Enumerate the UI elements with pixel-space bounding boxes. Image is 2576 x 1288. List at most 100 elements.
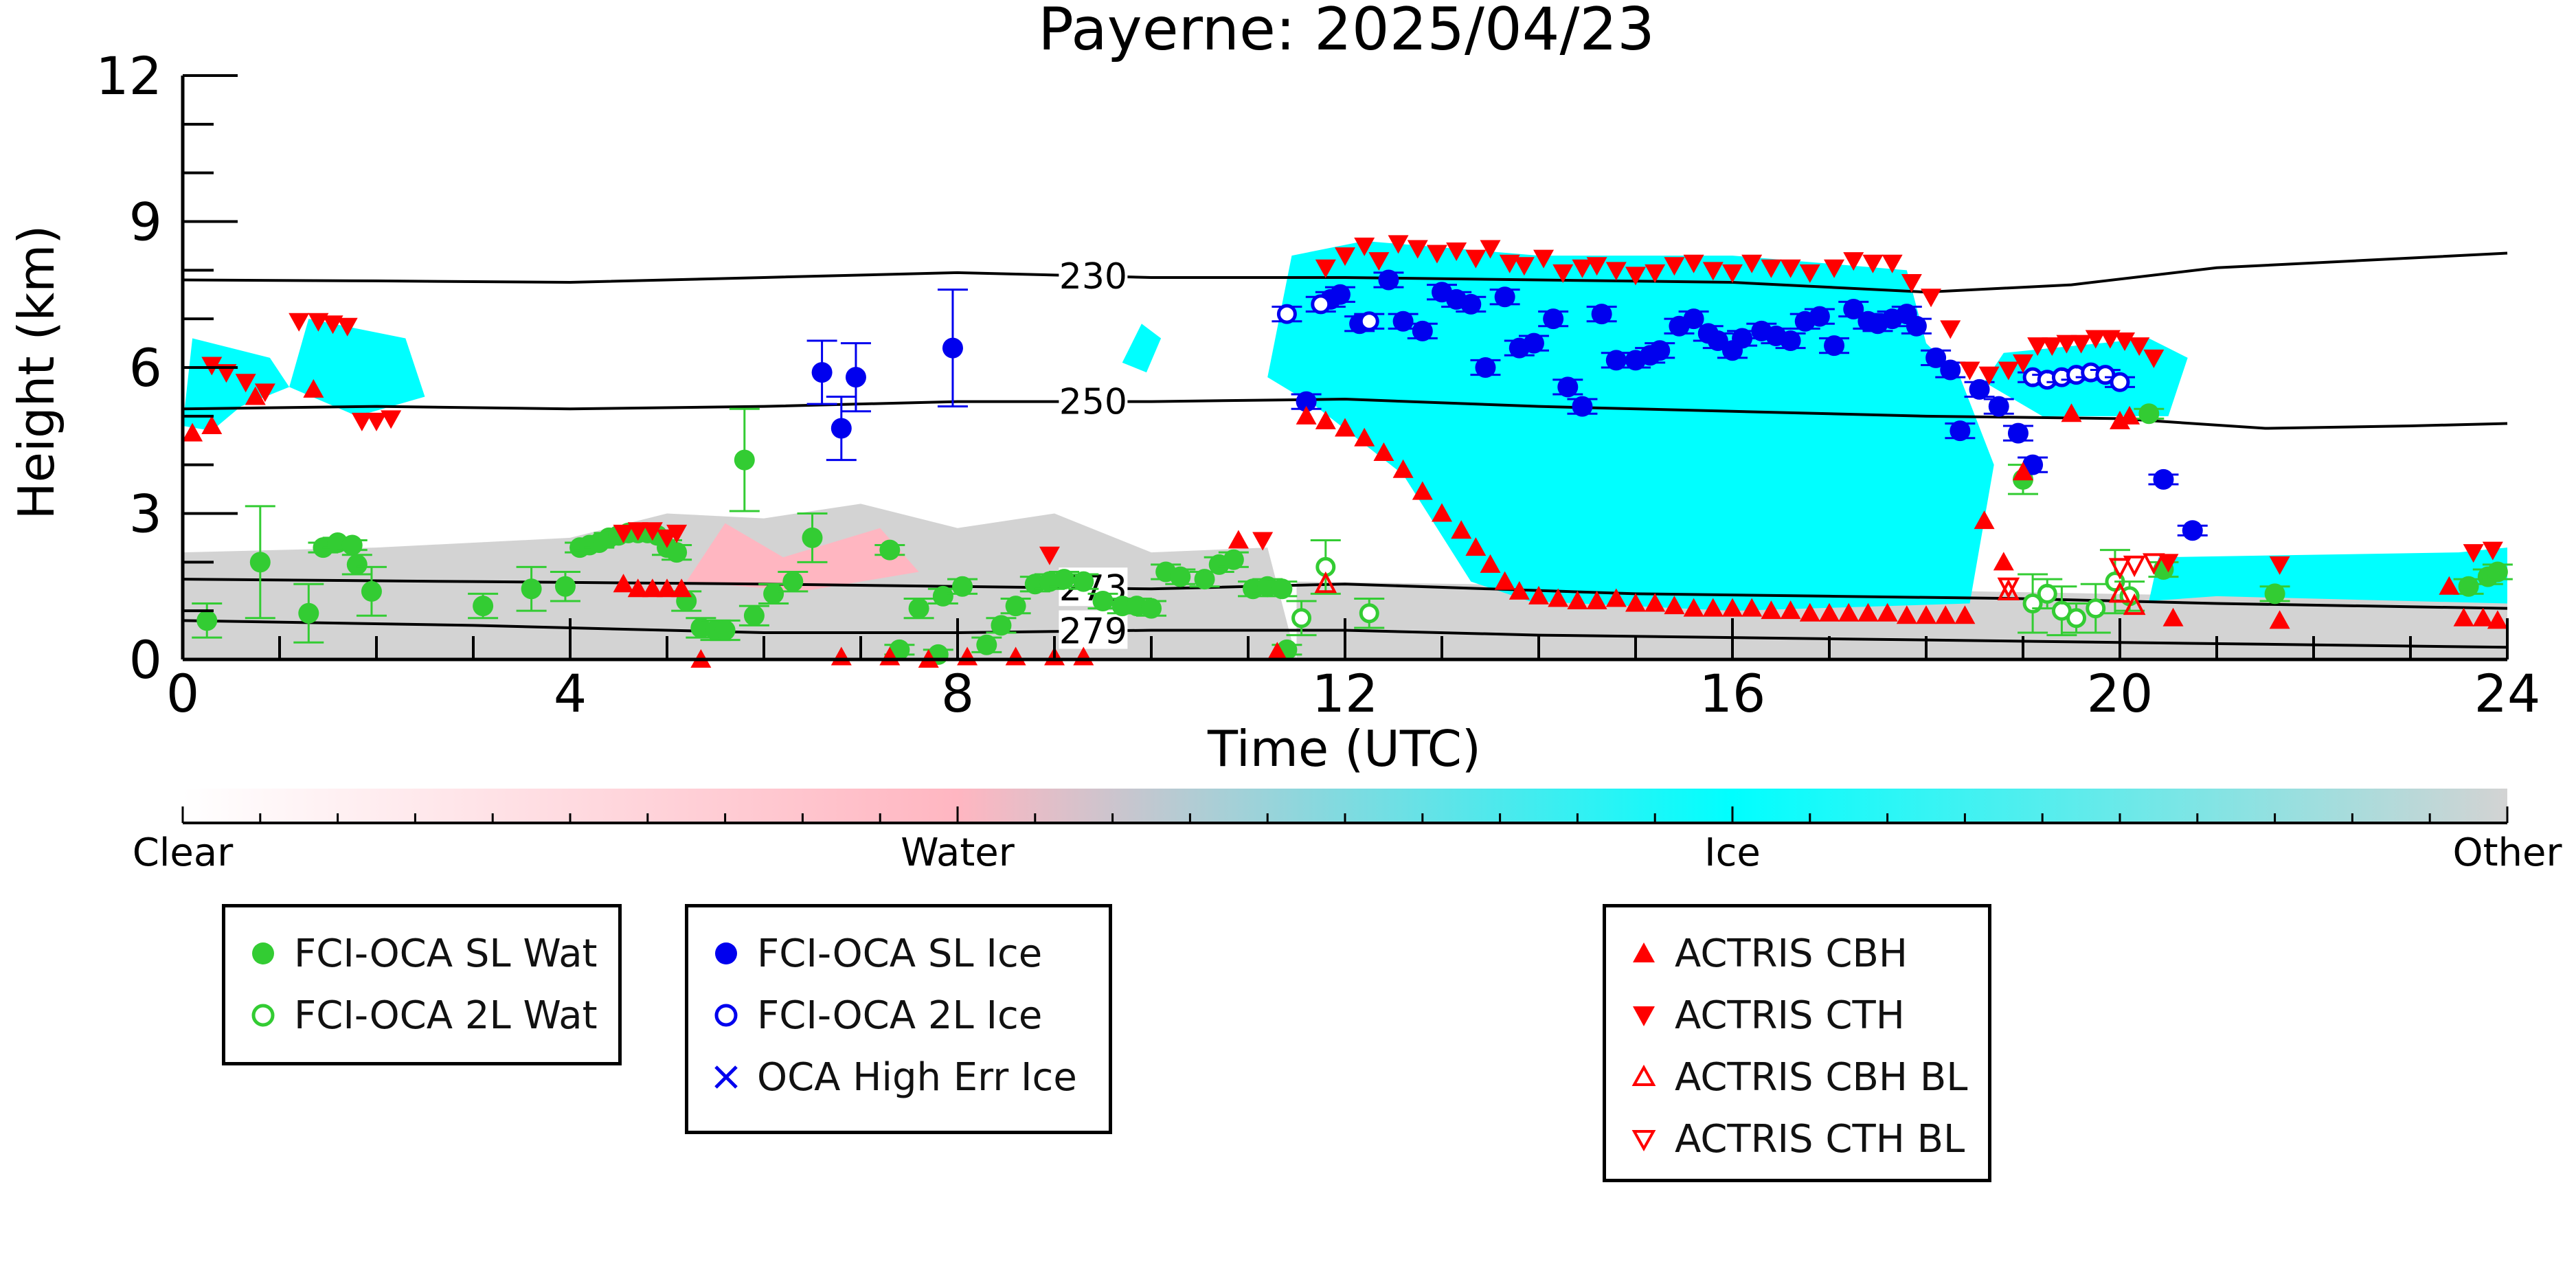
data-point [2027,337,2048,357]
data-point [1780,330,1801,352]
data-point [1857,602,1879,622]
data-point [2022,454,2044,475]
data-point [1780,600,1801,620]
legend-label: FCI-OCA SL Ice [757,931,1043,976]
data-point [182,422,203,442]
data-point [845,367,866,388]
filled-circle-icon [252,942,274,964]
data-point [1605,262,1627,281]
data-point [1901,274,1922,293]
data-point [1543,308,1564,330]
data-point [2153,468,2174,490]
data-point [1940,359,1961,381]
data-point [2123,555,2146,578]
data-point [1993,552,2014,571]
data-point [2439,576,2460,595]
data-point [1997,577,2020,600]
data-point [1557,376,1579,398]
data-point [1480,554,1501,573]
data-point [2110,372,2130,392]
ice-region [2149,547,2507,604]
x-tick-label: 8 [941,663,974,724]
data-point [2182,520,2203,541]
isotherm-line [182,398,2508,430]
data-point [1780,259,1801,278]
data-point [196,610,218,631]
legend-item-2l-wat: FCI-OCA 2L Wat [246,984,598,1046]
data-point [1896,605,1917,624]
data-point [932,585,953,607]
data-point [1291,608,1312,629]
data-point [366,412,387,431]
data-point [245,386,266,405]
legend-label: FCI-OCA 2L Ice [757,993,1043,1038]
ice-region [289,319,425,416]
data-point [613,524,634,543]
data-point [2269,610,2290,629]
data-point [2070,335,2092,354]
data-point [811,362,833,383]
data-point [1111,596,1133,617]
data-point [1799,264,1820,283]
legend-item-high-err-ice: OCA High Err Ice [709,1046,1088,1108]
data-point [1741,598,1763,617]
data-point [1272,578,1293,600]
data-point [1432,503,1452,522]
data-point [2013,462,2033,481]
data-point [1513,257,1535,276]
data-point [346,554,368,575]
legend-actris: ACTRIS CBH ACTRIS CTH ACTRIS CBH BL ACTR… [1603,904,1991,1182]
data-point [1267,642,1288,661]
data-point [627,522,648,541]
data-point [1494,571,1515,590]
isotherm-line [182,251,2508,294]
data-point [381,410,402,429]
isotherm-label: 279 [1059,611,1127,653]
data-point [1460,293,1482,315]
data-point [1732,328,1753,349]
data-point [337,317,358,337]
data-point [1407,240,1428,259]
data-point [1702,598,1724,617]
data-point [1276,304,1297,324]
data-point [1223,549,1244,570]
data-point [1940,320,1961,339]
isotherm-label: 230 [1059,256,1127,297]
data-point [1921,289,1942,308]
filled-circle-icon [715,942,737,964]
data-point [1170,566,1191,587]
data-point [642,578,663,598]
legend-item-sl-wat: FCI-OCA SL Wat [246,923,598,984]
data-point [1092,591,1114,611]
data-point [1722,264,1743,283]
data-point [1314,571,1337,594]
legend-item-2l-ice: FCI-OCA 2L Ice [709,984,1088,1046]
ice-region [1122,324,1162,373]
data-point [1586,591,1607,609]
data-point [627,578,648,598]
y-tick-label: 6 [129,337,162,398]
y-axis-label: Height (km) [8,225,65,520]
data-point [1722,598,1743,617]
x-tick-label: 24 [2474,663,2541,724]
data-point [2114,332,2136,352]
data-point [1683,308,1704,330]
data-point [1054,569,1075,590]
data-point [1354,237,1375,256]
data-point [1625,593,1646,612]
cross-icon [714,1065,738,1089]
data-point [1412,320,1433,341]
data-point [1315,259,1336,278]
data-point [1625,267,1646,286]
data-point [1702,262,1724,281]
series-actris-cth [201,235,2503,575]
data-point [1533,249,1555,269]
colorbar-label: Ice [1704,831,1761,875]
open-circle-icon [714,1004,738,1027]
legend-label: ACTRIS CBH [1675,931,1908,976]
y-tick-label: 0 [129,629,162,690]
data-point [1950,420,1971,442]
data-point [666,524,688,543]
water-region [686,523,919,591]
